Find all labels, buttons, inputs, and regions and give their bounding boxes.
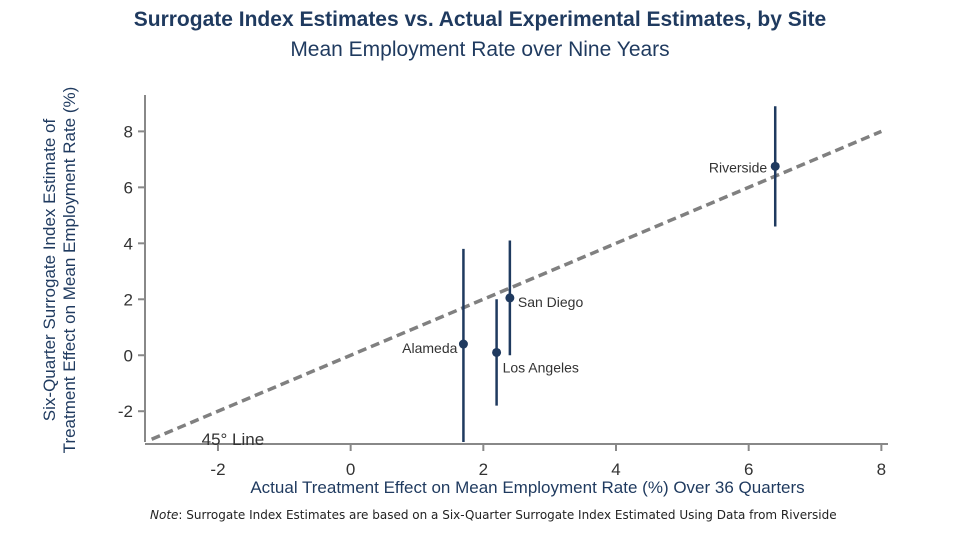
x-tick-label: 4 xyxy=(611,460,620,479)
footnote-text: : Surrogate Index Estimates are based on… xyxy=(178,508,837,522)
x-axis-label: Actual Treatment Effect on Mean Employme… xyxy=(250,478,805,497)
chart-title: Surrogate Index Estimates vs. Actual Exp… xyxy=(133,8,827,31)
x-tick-label: 0 xyxy=(346,460,355,479)
x-tick-label: 2 xyxy=(479,460,488,479)
data-point xyxy=(458,339,468,349)
x-tick-label: 8 xyxy=(877,460,886,479)
y-tick-label: -2 xyxy=(118,402,133,421)
y-tick-label: 8 xyxy=(124,122,133,141)
data-point xyxy=(505,293,515,303)
data-point xyxy=(492,347,502,357)
y-tick-label: 0 xyxy=(124,346,133,365)
chart-subtitle: Mean Employment Rate over Nine Years xyxy=(290,38,670,61)
point-label: San Diego xyxy=(518,294,584,310)
data-point xyxy=(770,161,780,171)
y-tick-label: 4 xyxy=(124,234,133,253)
y-tick-label: 6 xyxy=(124,178,133,197)
x-tick-label: -2 xyxy=(210,460,225,479)
point-label: Los Angeles xyxy=(503,359,579,375)
reference-line-label: 45° Line xyxy=(202,430,265,449)
point-label: Alameda xyxy=(402,340,457,356)
footnote: Note: Surrogate Index Estimates are base… xyxy=(150,508,837,522)
y-tick-label: 2 xyxy=(124,290,133,309)
point-label: Riverside xyxy=(709,159,768,175)
reference-45-line xyxy=(150,129,883,441)
x-tick-label: 6 xyxy=(744,460,753,479)
footnote-prefix: Note xyxy=(150,508,179,522)
